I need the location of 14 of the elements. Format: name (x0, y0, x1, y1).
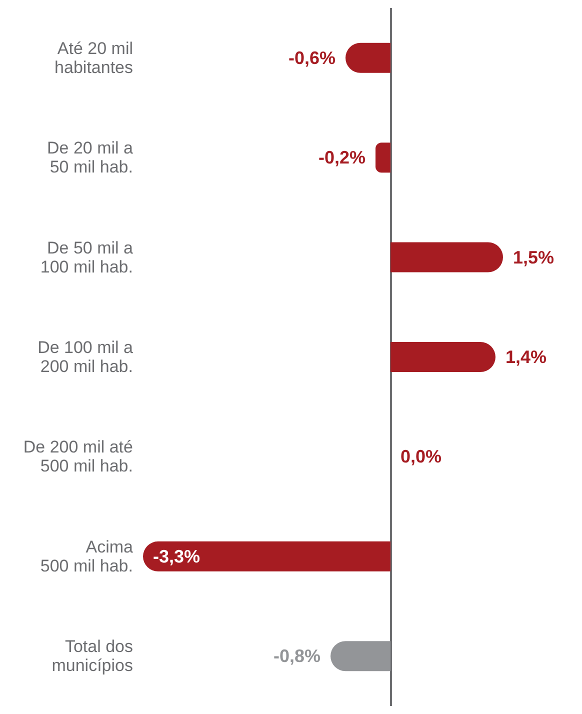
data-label: 1,5% (513, 247, 554, 268)
data-label: -0,2% (318, 148, 366, 168)
y-tick-label: Total dos municípios (52, 637, 133, 676)
data-label: -0,8% (273, 646, 320, 666)
data-label: 1,4% (506, 347, 547, 367)
data-label: -0,6% (288, 48, 336, 68)
y-tick-label: De 50 mil a 100 mil hab. (40, 238, 134, 276)
data-label: 0,0% (400, 446, 442, 467)
y-tick-label: De 20 mil a 50 mil hab. (47, 138, 134, 177)
data-label: -3,3% (153, 546, 200, 566)
y-tick-label: De 100 mil a 200 mil hab. (38, 338, 134, 376)
y-tick-label: Acima 500 mil hab. (40, 537, 134, 576)
y-tick-label: Até 20 mil habitantes (54, 38, 133, 77)
y-tick-label: De 200 mil até 500 mil hab. (23, 438, 133, 476)
